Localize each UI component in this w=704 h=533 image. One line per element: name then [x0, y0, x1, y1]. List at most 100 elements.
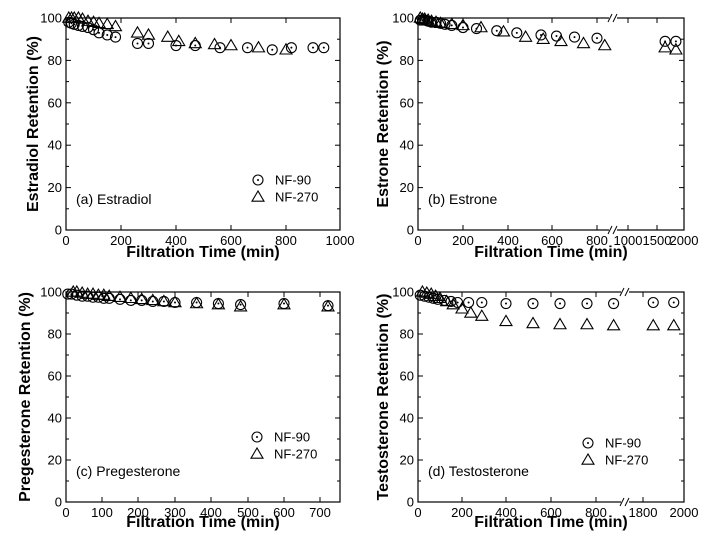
x-tick-label: 400 [495, 505, 517, 520]
data-point-nf-90-ring [554, 297, 566, 310]
data-point-nf-90-dot [652, 301, 655, 304]
data-point-nf-270 [100, 17, 115, 30]
x-tick-label: 100 [91, 505, 113, 520]
x-tick-label: 800 [586, 233, 608, 248]
data-point-nf-90 [591, 32, 603, 44]
y-tick-label: 0 [55, 223, 62, 238]
panel-label: (d) Testosterone [428, 463, 529, 479]
y-axis-label: Estradiol Retention (%) [25, 36, 42, 212]
data-point-nf-90-ring [266, 44, 278, 56]
data-point-nf-270 [75, 11, 90, 24]
data-point-nf-90 [82, 21, 94, 34]
data-point-nf-90-ring [591, 32, 603, 44]
data-point-nf-90-dot [467, 301, 470, 304]
y-tick-label: 20 [48, 180, 62, 195]
legend-label: NF-270 [274, 447, 317, 462]
x-tick-label: 0 [62, 233, 69, 248]
data-point-nf-90-ring [670, 35, 682, 47]
y-axis-label: Pregesterone Retention (%) [17, 292, 34, 502]
data-point-nf-270 [433, 16, 448, 29]
data-point-nf-270 [576, 36, 591, 49]
data-point-nf-90-ring [463, 296, 475, 309]
data-point-nf-90-ring [241, 42, 254, 54]
x-tick-label: 0 [414, 233, 421, 248]
data-point-nf-90 [527, 297, 539, 310]
data-point-nf-90-ring [470, 23, 483, 35]
data-point-nf-270 [279, 42, 293, 55]
axis-break-gap [609, 15, 617, 21]
data-point-nf-270 [666, 318, 681, 331]
data-point-nf-270 [668, 42, 683, 55]
data-point-nf-90-ring [439, 18, 451, 30]
data-point-nf-90-ring [147, 295, 159, 308]
x-tick-label: 400 [497, 233, 519, 248]
y-axis-label: Estrone Retention (%) [375, 40, 392, 207]
data-point-nf-90 [457, 21, 469, 34]
x-tick-label: 700 [309, 505, 331, 520]
data-point-nf-90 [476, 296, 488, 309]
x-tick-label: 2000 [670, 233, 699, 248]
data-point-nf-270 [429, 15, 443, 27]
y-tick-label: 20 [400, 453, 414, 468]
y-tick-label: 100 [40, 285, 62, 300]
data-point-nf-270 [518, 29, 533, 42]
legend-marker-nf-270 [581, 452, 595, 465]
data-point-nf-270 [415, 284, 430, 297]
data-point-nf-90-dot [586, 302, 588, 305]
data-point-nf-90-dot [151, 300, 154, 303]
data-point-nf-90-ring [446, 19, 458, 31]
data-point-nf-270 [233, 299, 248, 312]
x-tick-label: 800 [585, 505, 607, 520]
axis-break-slash [612, 225, 618, 235]
y-tick-label: 80 [400, 327, 414, 342]
data-point-nf-90-dot [674, 40, 677, 43]
data-point-nf-90-dot [515, 31, 518, 34]
y-tick-label: 40 [48, 138, 62, 153]
panel-label: (a) Estradiol [76, 191, 151, 207]
data-point-nf-90-dot [456, 301, 459, 304]
series-nf-90 [414, 289, 680, 310]
panel-label: (c) Pregesterone [76, 463, 180, 479]
data-point-nf-90 [136, 294, 148, 306]
data-point-nf-270 [321, 299, 335, 312]
legend-marker-nf-90-ring [251, 431, 263, 443]
data-point-nf-270 [71, 10, 86, 23]
legend: NF-90 NF-270 [251, 173, 318, 205]
y-tick-label: 60 [400, 95, 414, 110]
axis-break-top [607, 13, 618, 23]
data-point-nf-270 [168, 295, 182, 308]
data-point-nf-90-ring [142, 37, 155, 49]
data-point-nf-270 [580, 317, 594, 330]
data-point-nf-90-dot [573, 36, 576, 39]
data-point-nf-90-dot [596, 37, 598, 40]
y-tick-label: 0 [407, 223, 414, 238]
data-point-nf-270 [417, 11, 432, 24]
data-point-nf-270 [499, 314, 513, 327]
y-tick-label: 80 [400, 53, 414, 68]
data-point-nf-270 [474, 20, 488, 33]
data-point-nf-90 [608, 297, 620, 310]
data-point-nf-270 [419, 285, 434, 298]
data-point-nf-90-dot [450, 24, 453, 27]
x-axis-label: Filtration Time (min) [126, 244, 279, 261]
data-point-nf-90-dot [532, 302, 534, 305]
data-point-nf-90-dot [559, 302, 561, 305]
axis-break-bottom [619, 497, 630, 507]
data-point-nf-270 [446, 297, 461, 310]
data-point-nf-90-dot [147, 42, 150, 45]
data-point-nf-90-ring [491, 25, 503, 37]
x-axis-label: Filtration Time (min) [474, 244, 627, 261]
data-point-nf-270 [113, 290, 127, 303]
data-point-nf-90-dot [290, 46, 293, 49]
data-point-nf-90 [142, 37, 155, 49]
data-point-nf-270 [646, 318, 661, 331]
data-point-nf-270 [421, 13, 436, 25]
axis-break-slash [624, 287, 630, 297]
legend-marker-nf-90-dot [257, 179, 259, 181]
data-point-nf-90-dot [327, 304, 329, 307]
legend-label: NF-90 [274, 430, 310, 445]
data-point-nf-270 [251, 40, 266, 53]
data-point-nf-90 [647, 296, 659, 309]
data-point-nf-270 [413, 10, 428, 23]
y-tick-label: 20 [400, 180, 414, 195]
